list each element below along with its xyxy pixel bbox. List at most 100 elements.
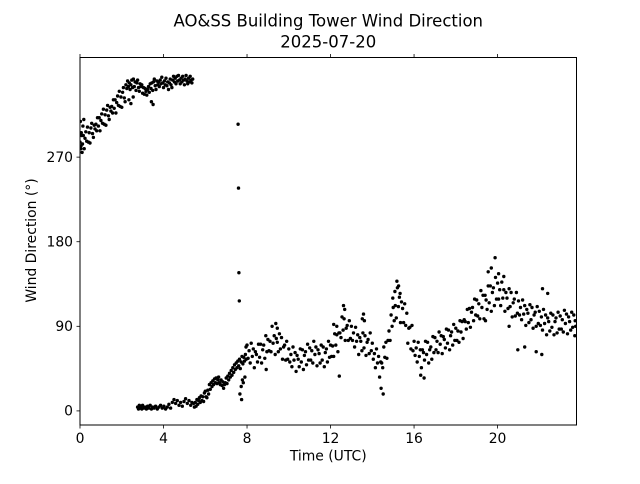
scatter-point [505, 296, 509, 300]
scatter-point [246, 356, 250, 360]
scatter-point [216, 375, 221, 379]
scatter-point [443, 346, 448, 350]
scatter-point [268, 339, 272, 343]
scatter-point [280, 357, 285, 361]
scatter-point [334, 343, 338, 347]
scatter-point [435, 339, 439, 343]
scatter-point [140, 83, 144, 87]
scatter-point [129, 101, 133, 106]
scatter-point [361, 312, 366, 316]
scatter-point [446, 328, 451, 332]
scatter-point [395, 279, 399, 283]
scatter-point [225, 381, 229, 386]
scatter-point [492, 303, 497, 308]
scatter-point [385, 356, 389, 360]
scatter-point [532, 313, 536, 317]
scatter-point [377, 375, 382, 379]
scatter-point [250, 354, 254, 359]
scatter-point [461, 336, 465, 341]
scatter-point [183, 397, 188, 401]
scatter-point [287, 347, 291, 351]
scatter-point [295, 353, 299, 358]
scatter-point [366, 337, 370, 342]
scatter-point [98, 129, 102, 133]
scatter-point [467, 306, 472, 311]
scatter-point [145, 93, 149, 97]
scatter-point [412, 339, 416, 343]
scatter-point [357, 352, 361, 357]
scatter-point [196, 402, 200, 406]
scatter-point [193, 400, 197, 405]
scatter-point [548, 329, 552, 333]
scatter-point [140, 403, 145, 407]
x-tick-label: 4 [159, 431, 168, 447]
scatter-point [137, 89, 141, 94]
scatter-point [276, 350, 280, 354]
scatter-point [454, 326, 458, 330]
scatter-point [425, 340, 430, 344]
scatter-point [170, 85, 174, 90]
scatter-point [151, 102, 155, 107]
scatter-point [496, 297, 501, 301]
scatter-point [162, 79, 167, 83]
scatter-point [178, 400, 183, 405]
scatter-point [531, 326, 535, 330]
scatter-point [80, 142, 85, 146]
scatter-point [554, 316, 558, 320]
scatter-point [120, 90, 125, 95]
scatter-point [151, 80, 156, 84]
scatter-points [80, 73, 577, 411]
scatter-point [97, 116, 101, 120]
scatter-point [522, 312, 526, 316]
scatter-point [254, 352, 259, 357]
scatter-point [229, 368, 233, 373]
scatter-point [447, 348, 452, 352]
x-tick-label: 20 [489, 431, 507, 447]
scatter-point [119, 95, 123, 99]
scatter-point [322, 365, 326, 369]
scatter-point [216, 378, 220, 382]
scatter-point [367, 351, 371, 356]
scatter-point [540, 328, 545, 332]
scatter-point [358, 335, 362, 340]
scatter-point [382, 345, 386, 349]
scatter-point [405, 311, 409, 315]
scatter-point [321, 345, 325, 349]
scatter-point [477, 302, 481, 306]
scatter-point [353, 325, 358, 329]
scatter-point [149, 100, 154, 104]
scatter-point [493, 275, 498, 280]
scatter-point [343, 307, 347, 312]
scatter-point [326, 339, 331, 343]
scatter-point [519, 318, 524, 322]
scatter-point [335, 324, 339, 328]
scatter-point [428, 348, 432, 352]
scatter-point [263, 356, 267, 360]
scatter-point [416, 340, 420, 344]
scatter-point [85, 125, 90, 129]
scatter-point [487, 301, 491, 305]
scatter-point [308, 346, 312, 350]
scatter-point [468, 325, 473, 329]
scatter-point [359, 339, 363, 343]
scatter-point [343, 338, 347, 343]
scatter-point [274, 336, 278, 341]
scatter-point [555, 331, 559, 335]
scatter-point [177, 403, 181, 407]
scatter-point [456, 329, 460, 333]
scatter-point [415, 360, 419, 364]
scatter-point [574, 324, 577, 328]
scatter-point [518, 305, 523, 310]
scatter-point [362, 346, 366, 350]
scatter-point [314, 345, 318, 349]
scatter-point [115, 100, 119, 105]
scatter-point [527, 320, 531, 325]
scatter-point [430, 357, 434, 361]
scatter-point [230, 373, 234, 377]
scatter-point [91, 135, 96, 140]
scatter-point [438, 342, 442, 346]
scatter-point [240, 378, 245, 382]
scatter-point [559, 327, 563, 331]
scatter-point [567, 319, 572, 324]
scatter-point [429, 345, 433, 349]
